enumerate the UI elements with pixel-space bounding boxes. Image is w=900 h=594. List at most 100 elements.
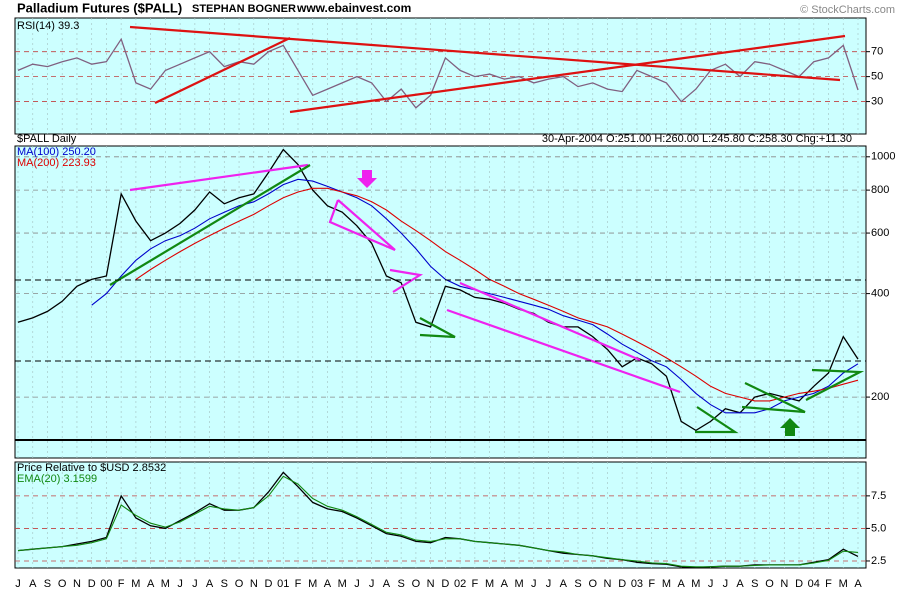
panel-label: $PALL Daily [17,133,77,145]
x-tick-label: 01 [277,578,289,590]
x-tick-label: A [560,578,568,590]
chart-title: Palladium Futures ($PALL) [17,0,182,15]
y-tick-label: 200 [871,391,889,403]
series-line [17,37,859,109]
series-line [135,187,859,402]
x-tick-label: M [161,578,170,590]
x-tick-label: A [383,578,391,590]
x-tick-label: S [751,578,758,590]
x-tick-label: J [546,578,552,590]
x-tick-label: A [501,578,509,590]
x-tick-label: A [147,578,155,590]
x-tick-label: M [485,578,494,590]
copyright: © StockCharts.com [800,4,895,16]
website: www.ebainvest.com [296,1,411,15]
series-line [17,148,859,432]
x-tick-label: D [265,578,273,590]
triangle [328,199,396,252]
x-tick-label: N [780,578,788,590]
trendline [129,163,309,192]
x-tick-label: 02 [454,578,466,590]
triangle [805,368,865,401]
y-tick-label: 30 [871,95,883,107]
x-tick-label: 00 [100,578,112,590]
trendline [459,281,641,362]
x-tick-label: N [427,578,435,590]
x-tick-label: M [514,578,523,590]
x-tick-label: J [354,578,360,590]
panels: 70 50 30 RSI(14) 39.3 1000 800 600 400 200 MA(100… [14,17,895,590]
panel-bg [14,17,867,135]
x-tick-label: S [44,578,51,590]
x-tick-label: N [250,578,258,590]
triangle [419,317,456,339]
y-tick-label: 400 [871,288,889,300]
y-tick-label: 50 [871,71,883,83]
legend-label: Price Relative to $USD 2.8532 [17,462,166,474]
x-tick-label: 03 [631,578,643,590]
x-tick-label: J [192,578,198,590]
x-tick-label: O [412,578,421,590]
x-tick-label: N [73,578,81,590]
x-tick-label: M [839,578,848,590]
x-tick-label: S [397,578,404,590]
triangle [389,268,424,293]
x-tick-label: N [603,578,611,590]
x-tick-label: A [29,578,37,590]
legend-label: MA(100) 250.20 [17,146,96,158]
x-tick-label: F [118,578,125,590]
triangle [695,406,739,434]
author: STEPHAN BOGNER [192,3,296,15]
legend-label: EMA(20) 3.1599 [17,473,97,485]
y-tick-label: 7.5 [871,490,886,502]
x-tick-label: M [131,578,140,590]
trendline [289,34,846,114]
x-tick-label: A [206,578,214,590]
x-tick-label: J [15,578,21,590]
trendline [109,164,311,286]
y-tick-label: 2.5 [871,555,886,567]
x-tick-label: S [221,578,228,590]
trendline [446,308,681,394]
y-tick-label: 1000 [871,151,895,163]
x-tick-label: O [588,578,597,590]
x-tick-label: D [88,578,96,590]
x-tick-label: 04 [808,578,820,590]
x-tick-label: O [765,578,774,590]
panel-bg [14,461,867,569]
x-tick-label: S [574,578,581,590]
panel-bg [14,145,867,459]
x-tick-label: F [648,578,655,590]
x-tick-label: M [338,578,347,590]
y-tick-label: 800 [871,184,889,196]
arrow-down [357,170,377,188]
trendline [154,37,291,104]
x-tick-label: F [471,578,478,590]
x-tick-label: F [295,578,302,590]
x-tick-label: O [235,578,244,590]
x-tick-label: J [723,578,729,590]
x-tick-label: M [308,578,317,590]
x-tick-label: A [854,578,862,590]
x-tick-label: D [618,578,626,590]
arrow-up [780,418,800,436]
x-tick-label: A [324,578,332,590]
x-tick-label: M [691,578,700,590]
x-tick-label: A [736,578,744,590]
x-tick-label: J [177,578,183,590]
x-tick-label: D [795,578,803,590]
y-tick-label: 5.0 [871,522,886,534]
x-tick-label: M [662,578,671,590]
trendline [129,25,306,42]
x-tick-label: D [441,578,449,590]
trendline [304,38,841,82]
quote-label: 30-Apr-2004 O:251.00 H:260.00 L:245.80 C… [542,133,852,145]
panel-label: RSI(14) 39.3 [17,20,79,32]
series-line [17,475,859,568]
x-tick-label: J [531,578,537,590]
x-tick-label: A [677,578,685,590]
y-tick-label: 70 [871,46,883,58]
x-tick-label: J [708,578,714,590]
x-tick-label: O [58,578,67,590]
